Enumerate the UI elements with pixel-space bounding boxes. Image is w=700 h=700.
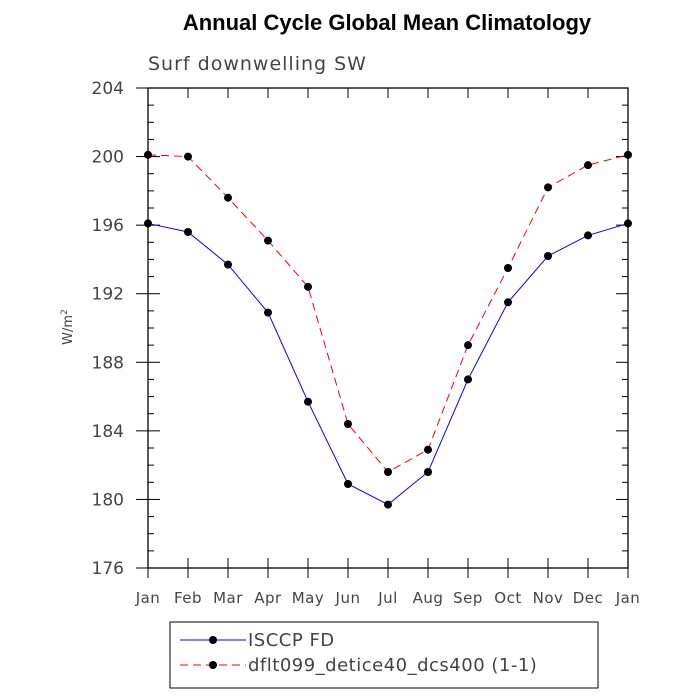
series-1-point: [424, 468, 432, 476]
series-1-point: [304, 397, 312, 406]
chart-subtitle: Surf downwelling SW: [148, 53, 367, 75]
series-2-point: [464, 341, 472, 350]
x-tick-label: Jan: [615, 589, 641, 607]
y-axis-label-superscript: 2: [60, 309, 70, 315]
series-1-point: [344, 480, 352, 488]
x-tick-label: Oct: [494, 589, 521, 607]
series-layer: [144, 150, 632, 509]
series-2-point: [264, 236, 272, 245]
legend-marker-2: [209, 661, 217, 669]
y-tick-label: 184: [92, 422, 124, 442]
series-1-point: [544, 252, 552, 260]
y-tick-label: 180: [92, 490, 124, 510]
y-tick-label: 192: [92, 285, 124, 305]
chart-title: Annual Cycle Global Mean Climatology: [183, 10, 592, 35]
x-tick-label: May: [292, 589, 325, 607]
series-2-point: [544, 183, 552, 192]
series-1-point: [224, 260, 232, 269]
x-tick-label: Mar: [213, 589, 243, 607]
x-tick-label: Aug: [413, 589, 444, 607]
y-tick-label: 188: [92, 353, 124, 373]
series-2-point: [304, 282, 312, 291]
plot-frame: [147, 87, 629, 569]
series-1-point: [464, 375, 472, 384]
x-tick-label: Jan: [135, 589, 161, 607]
y-tick-label: 176: [92, 559, 124, 579]
series-line-2: [147, 154, 629, 473]
y-tick-label: 196: [92, 216, 124, 236]
x-tick-label: Sep: [453, 589, 483, 607]
x-tick-label: Dec: [573, 589, 604, 607]
series-1-point: [264, 308, 272, 317]
legend-box: [169, 621, 599, 689]
axis-ticks: 176 180 184 188 192 196 200 204 Jan Feb Mar Apr May J…: [92, 79, 641, 607]
series-1-point: [584, 231, 592, 240]
series-2-point: [624, 150, 632, 159]
legend-label-2: dflt099_detice40_dcs400 (1-1): [248, 655, 537, 676]
y-axis-label-text: W/m: [61, 315, 76, 345]
legend: ISCCP FD dflt099_detice40_dcs400 (1-1): [169, 621, 599, 689]
x-tick-label: Jul: [377, 589, 398, 607]
series-2-point: [344, 420, 352, 428]
series-1-point: [624, 219, 632, 228]
series-2-point: [144, 150, 152, 159]
x-tick-label: Nov: [533, 589, 564, 607]
series-1-point: [184, 228, 192, 236]
series-1-point: [144, 219, 152, 228]
svg-text:W/m2: W/m2: [60, 309, 76, 345]
series-2-point: [504, 264, 512, 272]
x-tick-label: Feb: [174, 589, 202, 607]
series-1-point: [384, 500, 392, 509]
series-2-point: [184, 152, 192, 161]
y-axis-label: W/m2: [60, 309, 76, 345]
x-tick-label: Apr: [254, 589, 282, 607]
x-tick-label: Jun: [335, 589, 361, 607]
series-2-point: [424, 445, 432, 454]
legend-label-1: ISCCP FD: [248, 630, 335, 651]
legend-marker-1: [209, 636, 217, 644]
y-tick-label: 200: [92, 148, 124, 168]
series-1-point: [504, 298, 512, 307]
series-2-point: [384, 468, 392, 476]
series-2-point: [584, 161, 592, 170]
y-tick-label: 204: [92, 79, 124, 99]
series-line-1: [147, 222, 629, 506]
series-2-point: [224, 193, 232, 202]
